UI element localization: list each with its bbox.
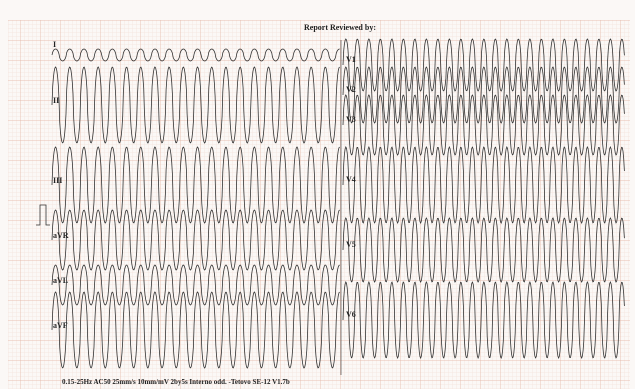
report-title: Report Reviewed by: [304, 23, 376, 32]
lead-label: II [53, 96, 59, 105]
lead-label: I [53, 40, 56, 49]
lead-label: V4 [346, 175, 356, 184]
lead-label: aVF [53, 321, 68, 330]
ecg-sheet: Report Reviewed by: 0.15-25Hz AC50 25mm/… [0, 0, 635, 389]
lead-label: V1 [346, 55, 356, 64]
lead-label: V6 [346, 310, 356, 319]
lead-label: aVL [53, 276, 68, 285]
lead-label: III [53, 176, 62, 185]
grid [8, 20, 630, 389]
lead-label: V3 [346, 115, 356, 124]
lead-label: V5 [346, 240, 356, 249]
lead-label: V2 [346, 85, 356, 94]
lead-label: aVR [53, 231, 69, 240]
footer: 0.15-25Hz AC50 25mm/s 10mm/mV 2by5s Inte… [62, 378, 290, 386]
